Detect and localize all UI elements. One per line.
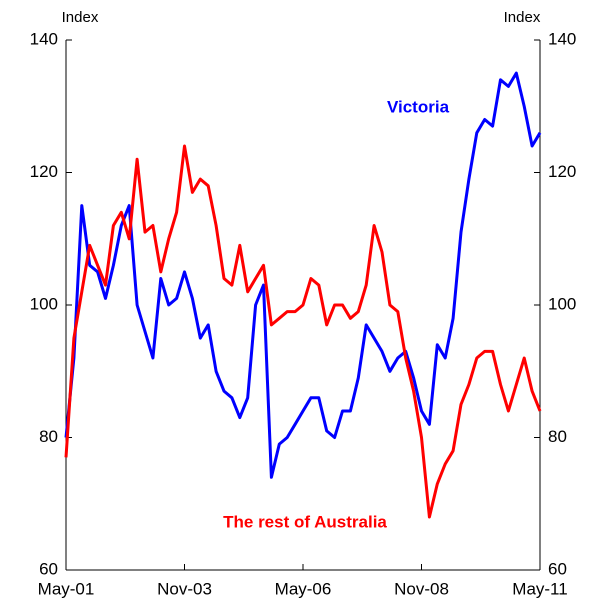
series-label: Victoria [387,97,450,116]
y-tick-label: 60 [39,559,58,578]
y2-tick-label: 60 [548,559,567,578]
y2-tick-label: 140 [548,29,576,48]
y2-tick-label: 120 [548,162,576,181]
x-tick-label: Nov-03 [157,579,212,598]
x-tick-label: May-06 [275,579,332,598]
y-tick-label: 140 [30,29,58,48]
y2-tick-label: 80 [548,427,567,446]
y-tick-label: 120 [30,162,58,181]
x-tick-label: May-11 [512,579,567,598]
y-tick-label: 80 [39,427,58,446]
y2-axis-label: Index [504,9,541,26]
series-label: The rest of Australia [223,512,387,531]
series-line [64,71,542,479]
x-tick-label: Nov-08 [394,579,449,598]
series-line [64,144,542,519]
y-axis-label: Index [62,9,99,26]
x-tick-label: May-01 [38,579,95,598]
y2-tick-label: 100 [548,294,576,313]
y-tick-label: 100 [30,294,58,313]
